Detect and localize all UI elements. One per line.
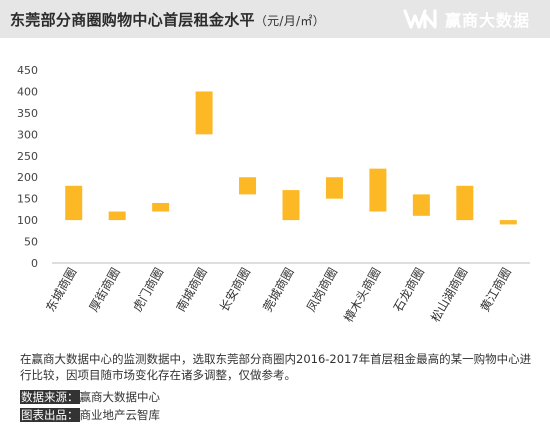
y-tick-label: 0 xyxy=(31,257,38,270)
x-category-label: 东城商圈 xyxy=(42,265,79,314)
range-bar xyxy=(369,168,387,212)
y-tick-label: 450 xyxy=(17,64,38,77)
chart-credit-value: 商业地产云智库 xyxy=(79,408,161,422)
header-bar: 东莞部分商圈购物中心首层租金水平（元/月/㎡） 赢商大数据 xyxy=(0,0,550,38)
x-category-label: 南城商圈 xyxy=(173,265,210,314)
range-bar xyxy=(412,194,430,216)
x-category-label: 凤岗商圈 xyxy=(303,265,340,314)
range-bar xyxy=(152,202,170,212)
x-category-label: 莞城商圈 xyxy=(260,265,297,314)
y-tick-label: 150 xyxy=(17,193,38,206)
range-bar xyxy=(195,91,213,135)
range-bar xyxy=(108,211,126,221)
chart-title: 东莞部分商圈购物中心首层租金水平（元/月/㎡） xyxy=(10,9,325,30)
data-source-line: 数据来源：赢商大数据中心 xyxy=(20,389,160,405)
range-bar xyxy=(65,185,83,221)
data-source-value: 赢商大数据中心 xyxy=(79,390,161,404)
y-tick-label: 250 xyxy=(17,150,38,163)
y-tick-label: 50 xyxy=(24,236,38,249)
y-tick-label: 300 xyxy=(17,128,38,141)
brand-logo: 赢商大数据 xyxy=(403,6,530,32)
range-bar xyxy=(456,185,474,221)
chart-credit-line: 图表出品：商业地产云智库 xyxy=(20,407,160,423)
y-tick-label: 100 xyxy=(17,214,38,227)
y-tick-label: 350 xyxy=(17,107,38,120)
range-bar xyxy=(282,190,300,221)
chart-credit-label: 图表出品： xyxy=(20,408,80,422)
chart-unit: （元/月/㎡） xyxy=(254,14,325,28)
brand-name: 赢商大数据 xyxy=(444,11,530,30)
x-category-label: 厚街商圈 xyxy=(86,265,123,314)
rent-range-chart: 0 50 100 150 200 250 300 350 400 450 东城商圈 厚街商圈 虎门商圈南… xyxy=(17,64,530,324)
x-category-label: 黄江商圈 xyxy=(477,265,514,314)
footnote: 在赢商大数据中心的监测数据中，选取东莞部分商圈内2016-2017年首层租金最高… xyxy=(20,352,532,382)
x-category-label: 石龙商圈 xyxy=(390,265,427,314)
x-category-label: 虎门商圈 xyxy=(129,265,166,314)
range-bar xyxy=(325,177,343,199)
data-source-label: 数据来源： xyxy=(20,390,80,404)
range-bar xyxy=(499,220,517,225)
range-bar xyxy=(239,177,257,195)
chart-title-text: 东莞部分商圈购物中心首层租金水平 xyxy=(10,11,255,29)
x-category-label: 长安商圈 xyxy=(216,265,253,314)
winshang-logo-icon xyxy=(403,9,437,29)
y-tick-label: 400 xyxy=(17,85,38,98)
x-category-label: 松山湖商圈 xyxy=(427,265,470,324)
y-tick-label: 200 xyxy=(17,171,38,184)
x-category-label: 樟木头商圈 xyxy=(341,265,384,324)
